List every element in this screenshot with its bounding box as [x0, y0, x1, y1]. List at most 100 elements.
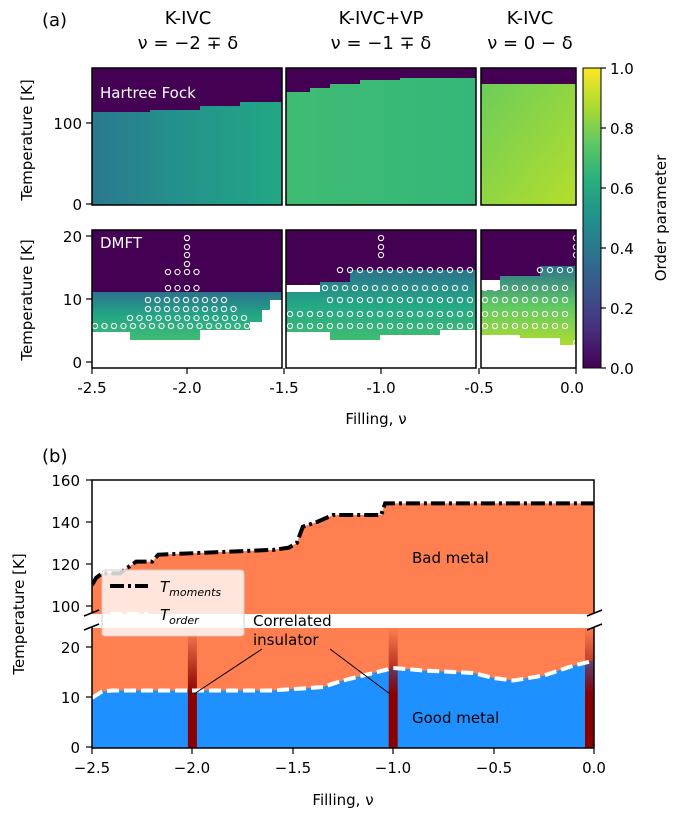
dmft-point: [212, 314, 219, 322]
dmft-point: [243, 322, 251, 330]
dmft-point: [183, 268, 191, 276]
dmft-point: [461, 284, 469, 292]
dmft-point: [376, 296, 384, 304]
dmft-point: [326, 296, 334, 304]
dmft-point: [220, 305, 228, 313]
dmft-point: [356, 296, 364, 304]
dmft-point: [466, 296, 474, 304]
panel-b-yticks: [86, 479, 92, 748]
dmft-point: [306, 322, 314, 330]
a-xtick-2: -2.0: [172, 379, 201, 397]
panel-a-xticks: [91, 368, 577, 374]
dmft-point: [183, 251, 191, 259]
hf-heatmap-2: [286, 68, 476, 205]
dmft-point: [262, 322, 270, 330]
dmft-point: [173, 296, 180, 304]
dmft-point: [416, 266, 424, 274]
dmft-point: [164, 284, 172, 292]
dmft-point: [174, 268, 181, 276]
insulator-band-3: [585, 627, 594, 748]
dmft-point: [551, 284, 559, 292]
insulator-label-line1: Correlated: [253, 612, 332, 630]
dmft-point: [366, 322, 374, 330]
dmft-point: [466, 322, 474, 330]
dmft-point: [211, 296, 218, 304]
dmft-point: [446, 266, 454, 274]
dmft-point: [436, 266, 444, 274]
dmft-ytick-20: 20: [63, 228, 82, 246]
dmft-point: [376, 266, 384, 274]
dmft-point: [351, 284, 359, 292]
dmft-point: [296, 310, 304, 318]
dmft-point: [481, 322, 489, 330]
b-ytick-140: 140: [51, 514, 80, 532]
dmft-point: [541, 322, 549, 330]
insulator-pointers: [193, 648, 391, 695]
col2-subtitle: ν = −1 ∓ δ: [331, 33, 432, 54]
dmft-point: [377, 243, 385, 251]
dmft-point: [193, 284, 200, 292]
dmft-point: [155, 314, 162, 322]
a-xtick-5: -0.5: [464, 379, 493, 397]
dmft-point: [167, 322, 175, 330]
dmft-point: [126, 314, 134, 322]
dmft-point: [139, 322, 146, 330]
dmft-point: [183, 234, 191, 242]
dmft-point: [446, 310, 454, 318]
a-xtick-1: -2.5: [77, 379, 106, 397]
dmft-point: [501, 284, 509, 292]
cbar-tick-3: 0.6: [610, 180, 634, 198]
dmft-point: [183, 243, 191, 251]
dmft-point: [511, 310, 519, 318]
dmft-point: [551, 296, 559, 304]
b-ytick-20: 20: [61, 639, 80, 657]
dmft-point: [491, 284, 499, 292]
cbar-tick-2: 0.4: [610, 240, 634, 258]
dmft-point: [386, 310, 394, 318]
dmft-point: [164, 314, 172, 322]
dmft-point: [551, 322, 559, 330]
good-metal-label: Good metal: [412, 709, 499, 727]
dmft-point: [406, 266, 414, 274]
dmft-point: [426, 310, 434, 318]
col3-subtitle: ν = 0 − δ: [487, 33, 573, 54]
dmft-point: [396, 266, 404, 274]
dmft-point: [145, 314, 153, 322]
dmft-point: [183, 284, 191, 292]
dmft-point: [193, 268, 200, 276]
dmft-point: [541, 296, 549, 304]
dmft-point: [541, 284, 549, 292]
dmft-point: [561, 322, 569, 330]
dmft-point: [531, 296, 539, 304]
dmft-point: [211, 305, 218, 313]
colorbar-label: Order parameter: [652, 154, 670, 281]
dmft-point: [366, 266, 374, 274]
hf-heatmap-3: [481, 68, 576, 205]
dmft-point: [346, 322, 354, 330]
dmft-point: [426, 322, 434, 330]
dmft-point: [234, 322, 241, 330]
dmft-point: [186, 322, 194, 330]
a-xtick-3: -1.5: [269, 379, 298, 397]
b-ylabel: Temperature [K]: [10, 553, 28, 675]
dmft-point: [426, 266, 434, 274]
dmft-point: [164, 268, 172, 276]
dmft-point: [396, 296, 404, 304]
dmft-point: [371, 284, 379, 292]
dmft-point: [341, 284, 349, 292]
dmft-point: [148, 322, 156, 330]
dmft-point: [163, 305, 171, 313]
dmft-point: [326, 322, 334, 330]
dmft-point: [366, 310, 374, 318]
dmft-point: [331, 284, 339, 292]
dmft-point: [566, 266, 574, 274]
dmft-point: [336, 310, 344, 318]
dmft-point: [182, 305, 190, 313]
dmft-point: [501, 310, 509, 318]
dmft-point: [536, 266, 544, 274]
b-ytick-120: 120: [51, 556, 80, 574]
dmft-point: [456, 310, 464, 318]
insulator-label-line2: insulator: [253, 631, 319, 649]
dmft-point: [346, 296, 354, 304]
dmft-point: [183, 314, 191, 322]
